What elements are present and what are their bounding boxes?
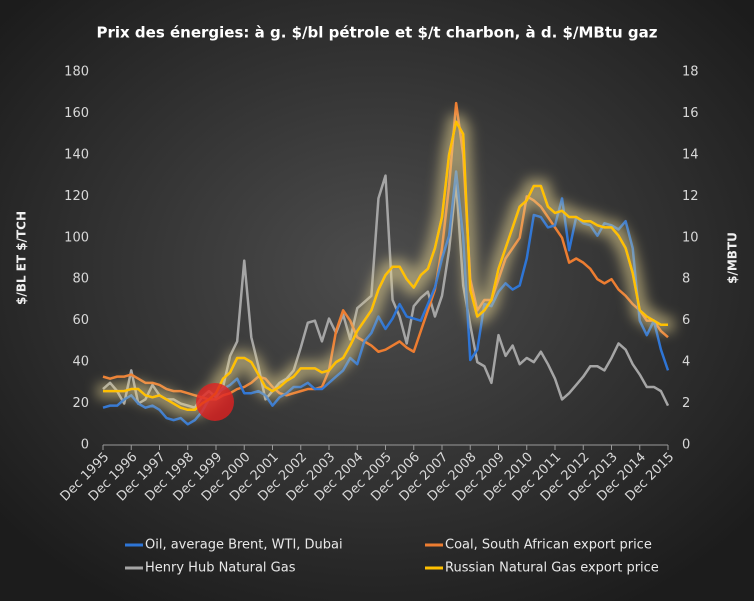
y2-tick-label: 16 bbox=[682, 106, 699, 121]
legend-label: Oil, average Brent, WTI, Dubai bbox=[145, 538, 343, 553]
y-tick-label: 100 bbox=[64, 230, 89, 245]
series-line bbox=[102, 170, 670, 426]
y-tick-label: 120 bbox=[64, 189, 89, 204]
y-tick-label: 160 bbox=[64, 106, 89, 121]
y2-tick-label: 14 bbox=[682, 147, 699, 162]
plot-area: 020406080100120140160180024681012141618D… bbox=[58, 65, 699, 505]
y2-tick-label: 12 bbox=[682, 189, 699, 204]
y-tick-label: 20 bbox=[72, 396, 89, 411]
y-tick-label: 140 bbox=[64, 147, 89, 162]
y-tick-label: 40 bbox=[72, 355, 89, 370]
y-tick-label: 180 bbox=[64, 65, 89, 80]
y2-tick-label: 6 bbox=[682, 313, 690, 328]
y2-tick-label: 18 bbox=[682, 65, 699, 80]
y2-tick-label: 8 bbox=[682, 272, 690, 287]
y2-tick-label: 2 bbox=[682, 396, 690, 411]
y-tick-label: 0 bbox=[81, 438, 89, 453]
y-tick-label: 60 bbox=[72, 313, 89, 328]
legend-label: Russian Natural Gas export price bbox=[445, 561, 659, 576]
chart-title: Prix des énergies: à g. $/bl pétrole et … bbox=[97, 24, 658, 42]
highlight-circle bbox=[196, 383, 234, 421]
y-tick-label: 80 bbox=[72, 272, 89, 287]
legend-label: Coal, South African export price bbox=[445, 538, 652, 553]
y2-axis-title: $/MBTU bbox=[726, 232, 740, 284]
y2-tick-label: 4 bbox=[682, 355, 690, 370]
legend: Oil, average Brent, WTI, Dubai Coal, Sout… bbox=[125, 538, 659, 576]
y-axis-title: $/BL ET $/TCH bbox=[15, 211, 29, 305]
y2-tick-label: 0 bbox=[682, 438, 690, 453]
y2-tick-label: 10 bbox=[682, 230, 699, 245]
legend-label: Henry Hub Natural Gas bbox=[145, 561, 296, 576]
